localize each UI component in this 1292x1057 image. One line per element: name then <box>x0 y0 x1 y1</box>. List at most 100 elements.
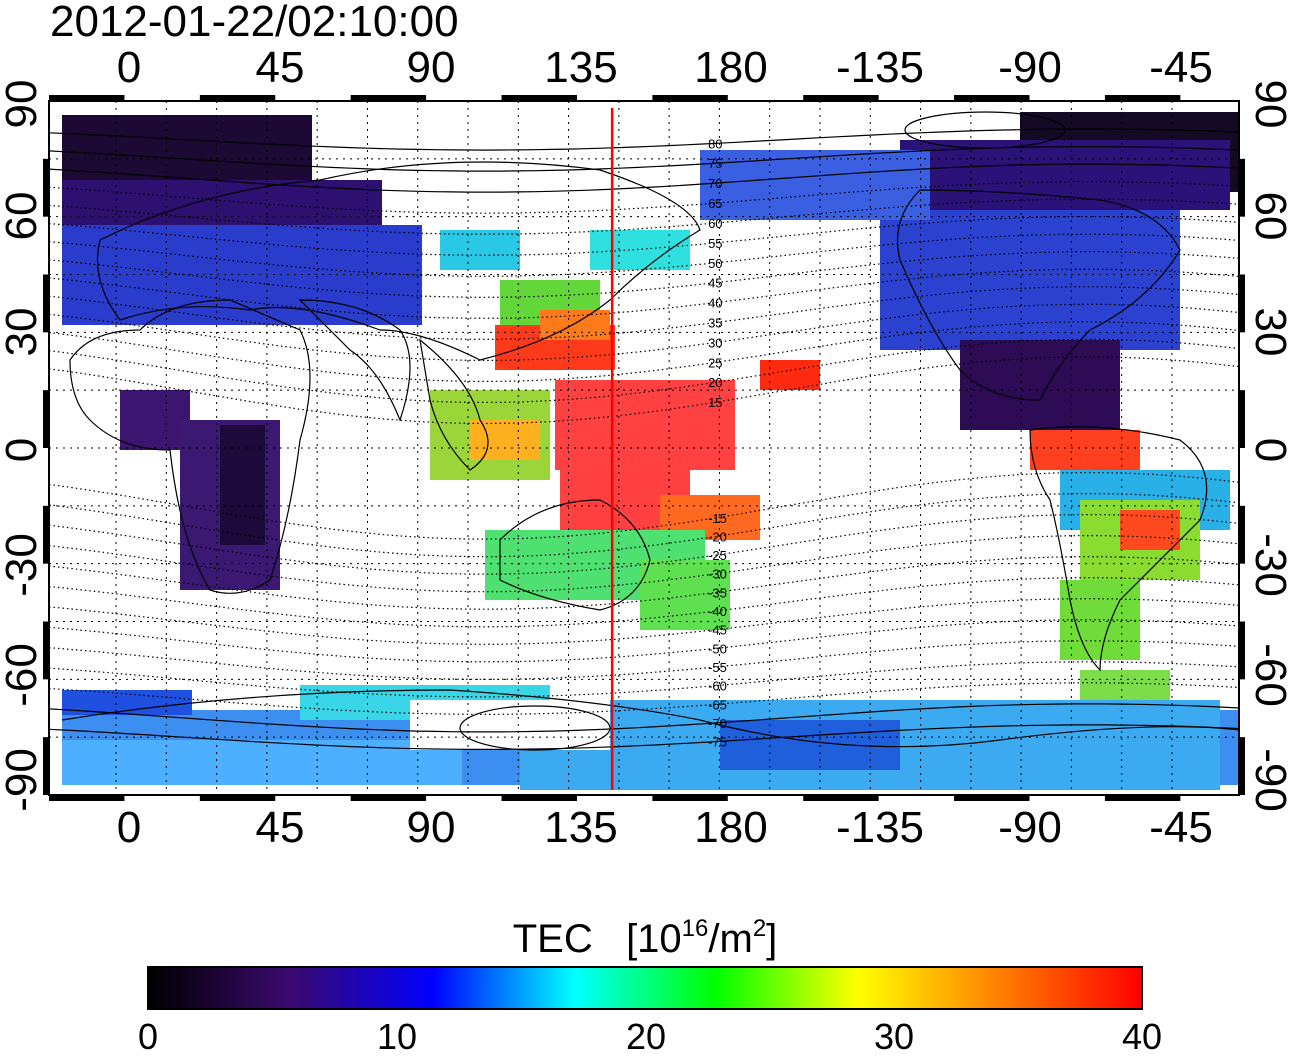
colorbar-unit-exp1: 16 <box>681 915 709 942</box>
y-tick-left: 30 <box>0 307 46 357</box>
y-tick-right: -30 <box>1246 533 1292 597</box>
x-tick-top: 135 <box>544 43 618 92</box>
contour-line <box>49 661 1239 698</box>
contour-label: 55 <box>708 236 722 251</box>
frame-tick <box>43 505 49 564</box>
contour-line <box>49 198 1239 235</box>
contour-line <box>49 338 1239 404</box>
contour-label: -35 <box>708 585 727 600</box>
y-tick-left: -60 <box>0 643 46 707</box>
colorbar <box>147 966 1143 1010</box>
x-tick-bottom: -45 <box>1149 803 1213 852</box>
x-tick-top: 180 <box>694 43 768 92</box>
contour-line <box>49 724 1239 750</box>
tec-patches <box>62 112 1239 790</box>
colorbar-tick: 20 <box>625 1016 667 1057</box>
y-tick-left: 60 <box>0 191 46 241</box>
frame-tick <box>43 274 49 333</box>
contour-label: -55 <box>708 660 727 675</box>
frame-tick <box>501 795 577 801</box>
frame-tick <box>43 621 49 680</box>
contour-label: 50 <box>708 256 722 271</box>
x-tick-bottom: 135 <box>544 803 618 852</box>
contour-label: 60 <box>708 216 722 231</box>
y-tick-left: 90 <box>0 79 46 129</box>
contour-label: -50 <box>708 641 727 656</box>
frame-tick <box>199 795 276 801</box>
frame-tick <box>501 95 577 101</box>
frame-tick <box>803 95 879 101</box>
contour-line <box>49 682 1239 716</box>
contour-line <box>49 640 1239 680</box>
y-tick-left: -30 <box>0 533 46 597</box>
contour-label: 80 <box>708 136 722 151</box>
x-tick-bottom: 45 <box>255 803 305 852</box>
contour-label: -30 <box>708 567 727 582</box>
colorbar-unit-suffix: ] <box>766 917 778 961</box>
contour-label: 25 <box>708 355 722 370</box>
y-tick-left: 0 <box>0 437 46 463</box>
coastlines <box>61 111 1239 751</box>
contour-label: 70 <box>708 176 722 191</box>
contour-label: -40 <box>708 604 727 619</box>
y-tick-right: 90 <box>1246 79 1292 129</box>
frame-tick <box>1239 737 1245 795</box>
colorbar-unit-exp2: 2 <box>752 915 767 942</box>
contour-label: -60 <box>708 679 727 694</box>
contour-line <box>49 356 1239 425</box>
frame-tick <box>49 795 125 801</box>
contour-line <box>49 251 1239 298</box>
contour-label: 75 <box>708 156 722 171</box>
colorbar-title: TEC [1016/m2] <box>513 906 778 962</box>
contour-label: 40 <box>708 296 722 311</box>
contour-label: 20 <box>708 375 722 390</box>
y-tick-right: 60 <box>1246 191 1292 241</box>
frame-tick <box>199 95 276 101</box>
x-tick-bottom: -90 <box>998 803 1062 852</box>
colorbar-title-text: TEC <box>512 917 593 961</box>
x-tick-top: 45 <box>255 43 305 92</box>
frame-tick <box>43 390 49 448</box>
colorbar-tick: 0 <box>137 1016 159 1057</box>
contour-label: 65 <box>708 196 722 211</box>
frame-tick <box>1104 795 1181 801</box>
x-tick-top: -45 <box>1149 43 1213 92</box>
contour-line <box>49 163 1239 193</box>
colorbar-tick: 30 <box>873 1016 915 1057</box>
frame-tick <box>43 158 49 217</box>
contour-line <box>49 146 1239 172</box>
contour-line <box>49 492 1239 558</box>
colorbar-tick: 40 <box>1121 1016 1163 1057</box>
frame-tick <box>1239 621 1245 680</box>
graticule <box>49 101 1239 795</box>
frame-tick <box>1104 95 1181 101</box>
tec-map: 80 75 70 65 60 55 50 45 40 35 30 25 20 15 -15 -20 -25 -30… <box>43 95 1245 801</box>
contour-line <box>49 598 1239 645</box>
contour-line <box>49 703 1239 733</box>
frame-tick <box>803 795 879 801</box>
y-tick-right: -90 <box>1246 748 1292 812</box>
y-tick-right: 30 <box>1246 307 1292 357</box>
colorbar-unit-mid: /m <box>708 917 753 961</box>
frame-tick <box>1239 505 1245 564</box>
contour-label: 35 <box>708 315 722 330</box>
y-tick-right: 0 <box>1246 437 1292 463</box>
contour-label: -45 <box>708 623 727 638</box>
x-tick-bottom: 90 <box>406 803 456 852</box>
y-tick-left: -90 <box>0 748 46 812</box>
frame-tick <box>954 795 1030 801</box>
frame-tick <box>350 95 427 101</box>
frame-ticks <box>43 95 1245 801</box>
contour-label: -70 <box>708 716 727 731</box>
timestamp: 2012-01-22/02:10:00 <box>50 0 459 46</box>
contour-line <box>49 513 1239 575</box>
contour-line <box>49 233 1239 277</box>
x-tick-top: -90 <box>998 43 1062 92</box>
x-tick-top: 90 <box>406 43 456 92</box>
contour-label: 15 <box>708 395 722 410</box>
frame-tick <box>49 95 125 101</box>
colorbar-unit-prefix: [10 <box>626 917 682 961</box>
frame-tick <box>350 795 427 801</box>
frame-tick <box>652 95 728 101</box>
contour-label: -65 <box>708 697 727 712</box>
